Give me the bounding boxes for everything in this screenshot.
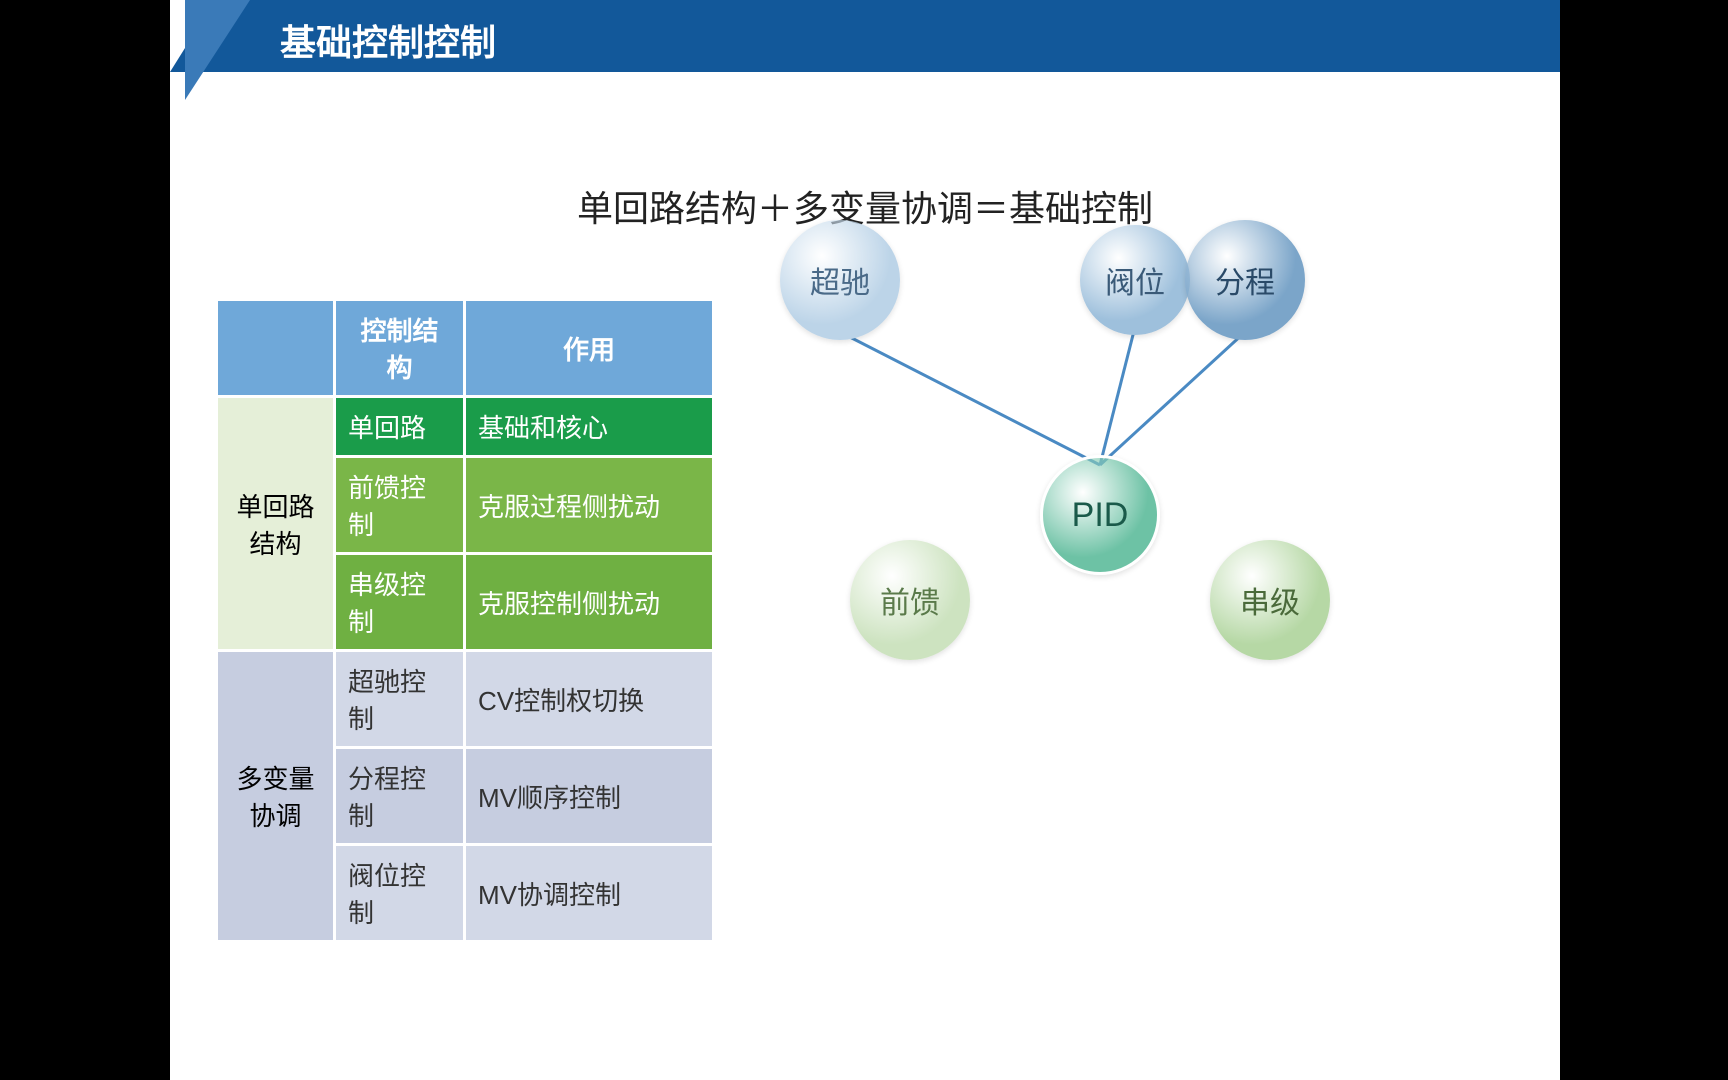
diagram-node-top_left: 超驰 [780, 220, 900, 340]
cell: 单回路 [335, 397, 465, 457]
cell: 前馈控制 [335, 457, 465, 554]
cell: 超驰控制 [335, 651, 465, 748]
table-header-row: 控制结构 作用 [217, 300, 714, 397]
table-row: 单回路 结构 单回路 基础和核心 [217, 397, 714, 457]
cell: MV顺序控制 [465, 748, 714, 845]
cell: MV协调控制 [465, 845, 714, 942]
section2-label: 多变量 协调 [217, 651, 335, 942]
diagram-node-top_mid: 阀位 [1080, 225, 1190, 335]
slide-title: 基础控制控制 [280, 14, 496, 66]
header-triangle-blue [185, 0, 250, 100]
control-diagram: 超驰阀位分程前馈串级PID [760, 250, 1400, 730]
table-header-blank [217, 300, 335, 397]
cell: 克服控制侧扰动 [465, 554, 714, 651]
cell: 串级控制 [335, 554, 465, 651]
table-header-structure: 控制结构 [335, 300, 465, 397]
control-table: 控制结构 作用 单回路 结构 单回路 基础和核心 前馈控制 克服过程侧扰动 串级… [215, 298, 715, 943]
cell: 阀位控制 [335, 845, 465, 942]
cell: 克服过程侧扰动 [465, 457, 714, 554]
table-header-function: 作用 [465, 300, 714, 397]
diagram-node-center: PID [1040, 455, 1160, 575]
section1-label: 单回路 结构 [217, 397, 335, 651]
slide-subtitle: 单回路结构＋多变量协调＝基础控制 [170, 180, 1560, 232]
cell: 基础和核心 [465, 397, 714, 457]
diagram-node-top_right: 分程 [1185, 220, 1305, 340]
table-row: 多变量 协调 超驰控制 CV控制权切换 [217, 651, 714, 748]
diagram-node-bot_right: 串级 [1210, 540, 1330, 660]
cell: CV控制权切换 [465, 651, 714, 748]
slide: 基础控制控制 单回路结构＋多变量协调＝基础控制 控制结构 作用 单回路 结构 单… [170, 0, 1560, 1080]
cell: 分程控制 [335, 748, 465, 845]
diagram-node-bot_left: 前馈 [850, 540, 970, 660]
